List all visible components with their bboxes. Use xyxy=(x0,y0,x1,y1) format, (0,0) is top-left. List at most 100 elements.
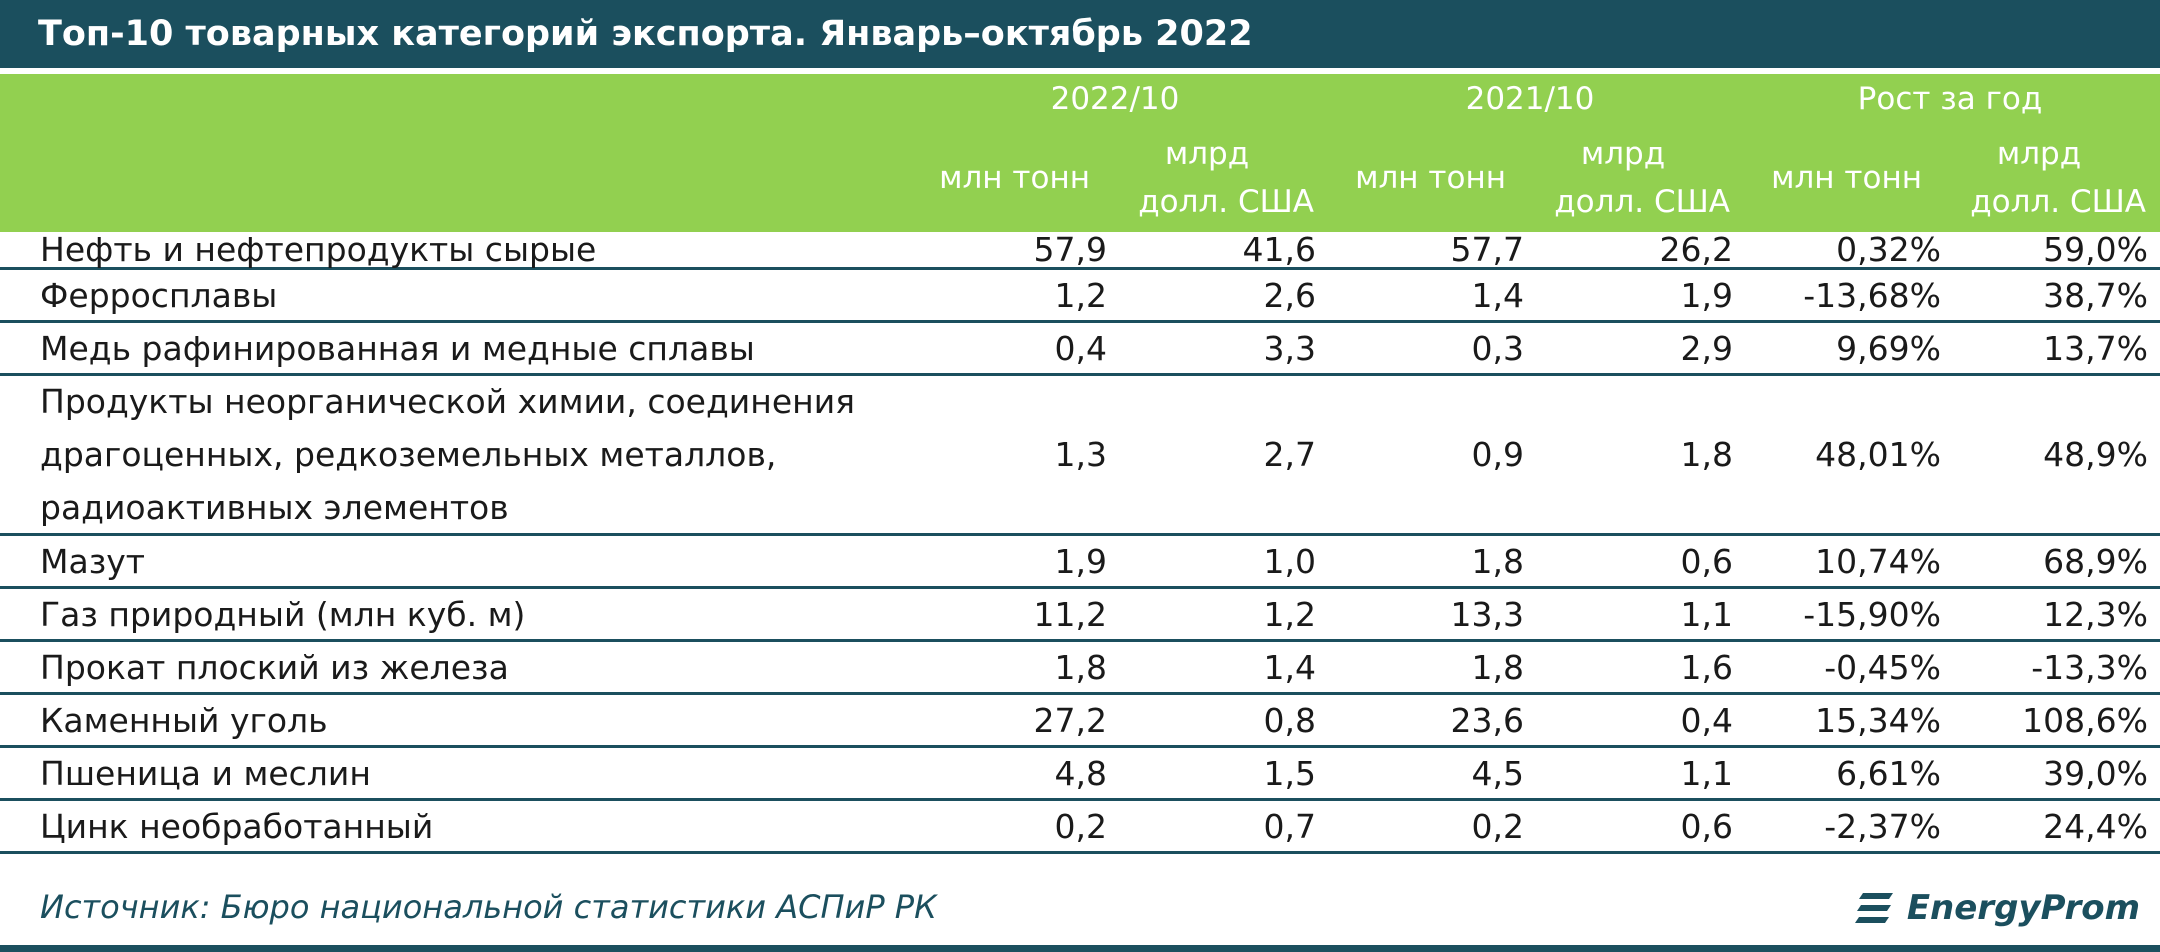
row-value-col-1: 1,2 xyxy=(1054,275,1107,315)
row-value-col-6: 24,4% xyxy=(2043,806,2148,846)
row-value-col-2: 1,2 xyxy=(1263,594,1316,634)
row-value-col-3: 1,8 xyxy=(1471,541,1524,581)
row-value-col-3: 1,8 xyxy=(1471,647,1524,687)
row-category-name: Нефть и нефтепродукты сырые xyxy=(40,230,597,269)
table-row: Газ природный (млн куб. м) 11,2 1,2 13,3 1,1… xyxy=(0,589,2160,642)
unit-header-growth-tonnes: млн тонн xyxy=(1732,128,1922,228)
group-header-2021: 2021/10 xyxy=(1465,81,1595,117)
row-category-name: Газ природный (млн куб. м) xyxy=(40,594,526,634)
row-value-col-4: 0,6 xyxy=(1680,541,1733,581)
row-value-col-5: -0,45% xyxy=(1824,647,1941,687)
row-category-name: Цинк необработанный xyxy=(40,806,434,846)
row-value-col-5: 6,61% xyxy=(1836,753,1941,793)
energyprom-logo: EnergyProm xyxy=(1853,880,2140,936)
unit-label: млн тонн xyxy=(1771,160,1922,196)
table-row: Каменный уголь 27,2 0,8 23,6 0,4 15,34% 108,6% xyxy=(0,695,2160,748)
unit-label: млн тонн xyxy=(1355,160,1506,196)
group-header-growth: Рост за год xyxy=(1857,81,2043,117)
row-value-col-1: 27,2 xyxy=(1033,700,1107,740)
row-value-col-2: 41,6 xyxy=(1242,230,1316,269)
unit-label-line2: долл. США xyxy=(1138,184,1314,220)
row-category-name: Пшеница и меслин xyxy=(40,753,371,793)
row-category-name: Каменный уголь xyxy=(40,700,328,740)
unit-label-line1: млрд xyxy=(1996,136,2082,172)
row-value-col-1: 57,9 xyxy=(1033,230,1107,269)
row-value-col-1: 0,4 xyxy=(1054,328,1107,368)
unit-header-2021-usd: млрд долл. США xyxy=(1516,128,1730,228)
row-value-col-2: 3,3 xyxy=(1263,328,1316,368)
table-title: Топ-10 товарных категорий экспорта. Янва… xyxy=(0,0,2160,68)
row-value-col-4: 1,6 xyxy=(1680,647,1733,687)
row-category-name: Прокат плоский из железа xyxy=(40,647,509,687)
group-header-2022: 2022/10 xyxy=(1050,81,1180,117)
row-value-col-3: 0,3 xyxy=(1471,328,1524,368)
table-row: Мазут 1,9 1,0 1,8 0,6 10,74% 68,9% xyxy=(0,536,2160,589)
row-value-col-6: -13,3% xyxy=(2031,647,2148,687)
row-value-col-2: 1,4 xyxy=(1263,647,1316,687)
table-row: Цинк необработанный 0,2 0,7 0,2 0,6 -2,37% 24,… xyxy=(0,801,2160,854)
unit-label-line2: долл. США xyxy=(1554,184,1730,220)
row-value-col-2: 2,6 xyxy=(1263,275,1316,315)
row-category-name: Продукты неорганической химии, соединени… xyxy=(40,382,855,527)
row-category-name: Ферросплавы xyxy=(40,275,278,315)
row-value-col-4: 0,6 xyxy=(1680,806,1733,846)
row-value-col-5: 10,74% xyxy=(1815,541,1941,581)
row-value-col-5: -13,68% xyxy=(1803,275,1941,315)
table-row: Медь рафинированная и медные сплавы 0,4 3,… xyxy=(0,323,2160,376)
row-value-col-1: 4,8 xyxy=(1054,753,1107,793)
row-value-col-2: 0,7 xyxy=(1263,806,1316,846)
row-value-col-1: 1,8 xyxy=(1054,647,1107,687)
row-value-col-4: 1,8 xyxy=(1680,435,1733,474)
table-row: Нефть и нефтепродукты сырые 57,9 41,6 57,7 2… xyxy=(0,230,2160,270)
row-value-col-4: 0,4 xyxy=(1680,700,1733,740)
unit-header-2022-usd: млрд долл. США xyxy=(1100,128,1314,228)
row-value-col-4: 1,1 xyxy=(1680,753,1733,793)
table-row: Пшеница и меслин 4,8 1,5 4,5 1,1 6,61% 39,0% xyxy=(0,748,2160,801)
row-value-col-3: 0,2 xyxy=(1471,806,1524,846)
table-row: Продукты неорганической химии, соединени… xyxy=(0,376,2160,536)
row-category-name: Медь рафинированная и медные сплавы xyxy=(40,328,755,368)
row-value-col-6: 38,7% xyxy=(2043,275,2148,315)
logo-mark-icon xyxy=(1854,893,1893,923)
row-value-col-6: 12,3% xyxy=(2043,594,2148,634)
row-value-col-3: 57,7 xyxy=(1450,230,1524,269)
footer-divider xyxy=(0,945,2160,952)
row-category-name: Мазут xyxy=(40,541,145,581)
unit-header-growth-usd: млрд долл. США xyxy=(1932,128,2146,228)
row-value-col-6: 108,6% xyxy=(2022,700,2148,740)
row-value-col-6: 39,0% xyxy=(2043,753,2148,793)
row-value-col-5: 15,34% xyxy=(1815,700,1941,740)
row-value-col-1: 11,2 xyxy=(1033,594,1107,634)
row-value-col-1: 1,9 xyxy=(1054,541,1107,581)
row-value-col-5: -15,90% xyxy=(1803,594,1941,634)
row-value-col-4: 1,1 xyxy=(1680,594,1733,634)
row-value-col-2: 0,8 xyxy=(1263,700,1316,740)
table-row: Прокат плоский из железа 1,8 1,4 1,8 1,6 -0,4… xyxy=(0,642,2160,695)
row-value-col-4: 26,2 xyxy=(1659,230,1733,269)
unit-label: млн тонн xyxy=(939,160,1090,196)
row-value-col-4: 1,9 xyxy=(1680,275,1733,315)
row-value-col-5: 48,01% xyxy=(1815,435,1941,474)
source-note: Источник: Бюро национальной статистики А… xyxy=(40,888,937,926)
logo-text: EnergyProm xyxy=(1906,888,2140,928)
row-value-col-3: 13,3 xyxy=(1450,594,1524,634)
row-value-col-1: 1,3 xyxy=(1054,435,1107,474)
row-value-col-6: 13,7% xyxy=(2043,328,2148,368)
table-header: 2022/10 2021/10 Рост за год млн тонн млр… xyxy=(0,74,2160,232)
row-value-col-2: 2,7 xyxy=(1263,435,1316,474)
unit-label-line1: млрд xyxy=(1580,136,1666,172)
row-value-col-1: 0,2 xyxy=(1054,806,1107,846)
row-value-col-3: 4,5 xyxy=(1471,753,1524,793)
unit-header-2021-tonnes: млн тонн xyxy=(1316,128,1506,228)
row-value-col-2: 1,5 xyxy=(1263,753,1316,793)
unit-label-line2: долл. США xyxy=(1970,184,2146,220)
unit-label-line1: млрд xyxy=(1164,136,1250,172)
row-value-col-3: 0,9 xyxy=(1471,435,1524,474)
table-row: Ферросплавы 1,2 2,6 1,4 1,9 -13,68% 38,7% xyxy=(0,270,2160,323)
row-value-col-5: 9,69% xyxy=(1836,328,1941,368)
row-value-col-6: 59,0% xyxy=(2043,230,2148,269)
row-value-col-4: 2,9 xyxy=(1680,328,1733,368)
row-value-col-3: 23,6 xyxy=(1450,700,1524,740)
row-value-col-6: 48,9% xyxy=(2043,435,2148,474)
row-value-col-5: 0,32% xyxy=(1836,230,1941,269)
